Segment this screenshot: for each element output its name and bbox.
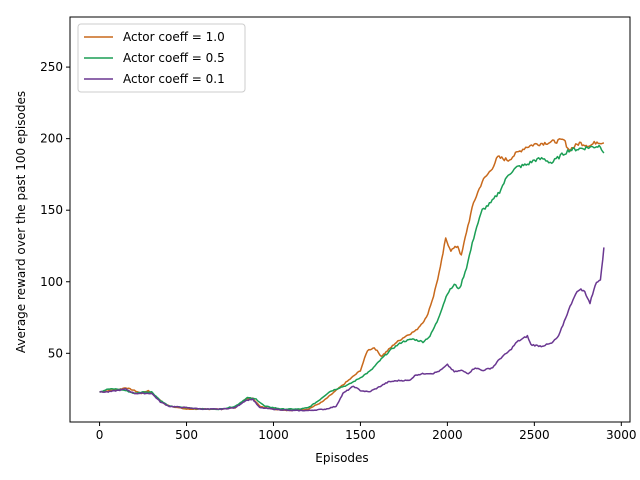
series-line-1 bbox=[99, 138, 605, 412]
legend: Actor coeff = 1.0 Actor coeff = 0.5 Actor … bbox=[77, 23, 246, 93]
x-tick-label: 2000 bbox=[432, 428, 463, 442]
y-tick-label: 200 bbox=[40, 132, 63, 146]
y-tick-label: 250 bbox=[40, 60, 63, 74]
legend-label-1: Actor coeff = 1.0 bbox=[123, 30, 225, 44]
legend-frame bbox=[77, 23, 246, 93]
series-line-3 bbox=[99, 247, 605, 412]
plot-frame bbox=[69, 16, 631, 423]
x-tick-label: 2500 bbox=[519, 428, 550, 442]
x-tick-label: 500 bbox=[175, 428, 198, 442]
axes-layer: 0 500 1000 1500 2000 2500 3000 50 100 150 200 250 bbox=[40, 60, 636, 442]
x-tick-label: 0 bbox=[96, 428, 104, 442]
y-axis-label: Average reward over the past 100 episode… bbox=[14, 91, 28, 353]
y-tick-label: 150 bbox=[40, 203, 63, 217]
x-tick-label: 3000 bbox=[606, 428, 637, 442]
y-tick-label: 50 bbox=[48, 346, 63, 360]
series-layer bbox=[99, 138, 605, 412]
x-tick-label: 1500 bbox=[345, 428, 376, 442]
legend-label-2: Actor coeff = 0.5 bbox=[123, 51, 225, 65]
x-axis-label: Episodes bbox=[315, 451, 368, 465]
legend-label-3: Actor coeff = 0.1 bbox=[123, 72, 225, 86]
x-tick-label: 1000 bbox=[258, 428, 289, 442]
series-line-2 bbox=[99, 144, 605, 411]
y-tick-label: 100 bbox=[40, 275, 63, 289]
